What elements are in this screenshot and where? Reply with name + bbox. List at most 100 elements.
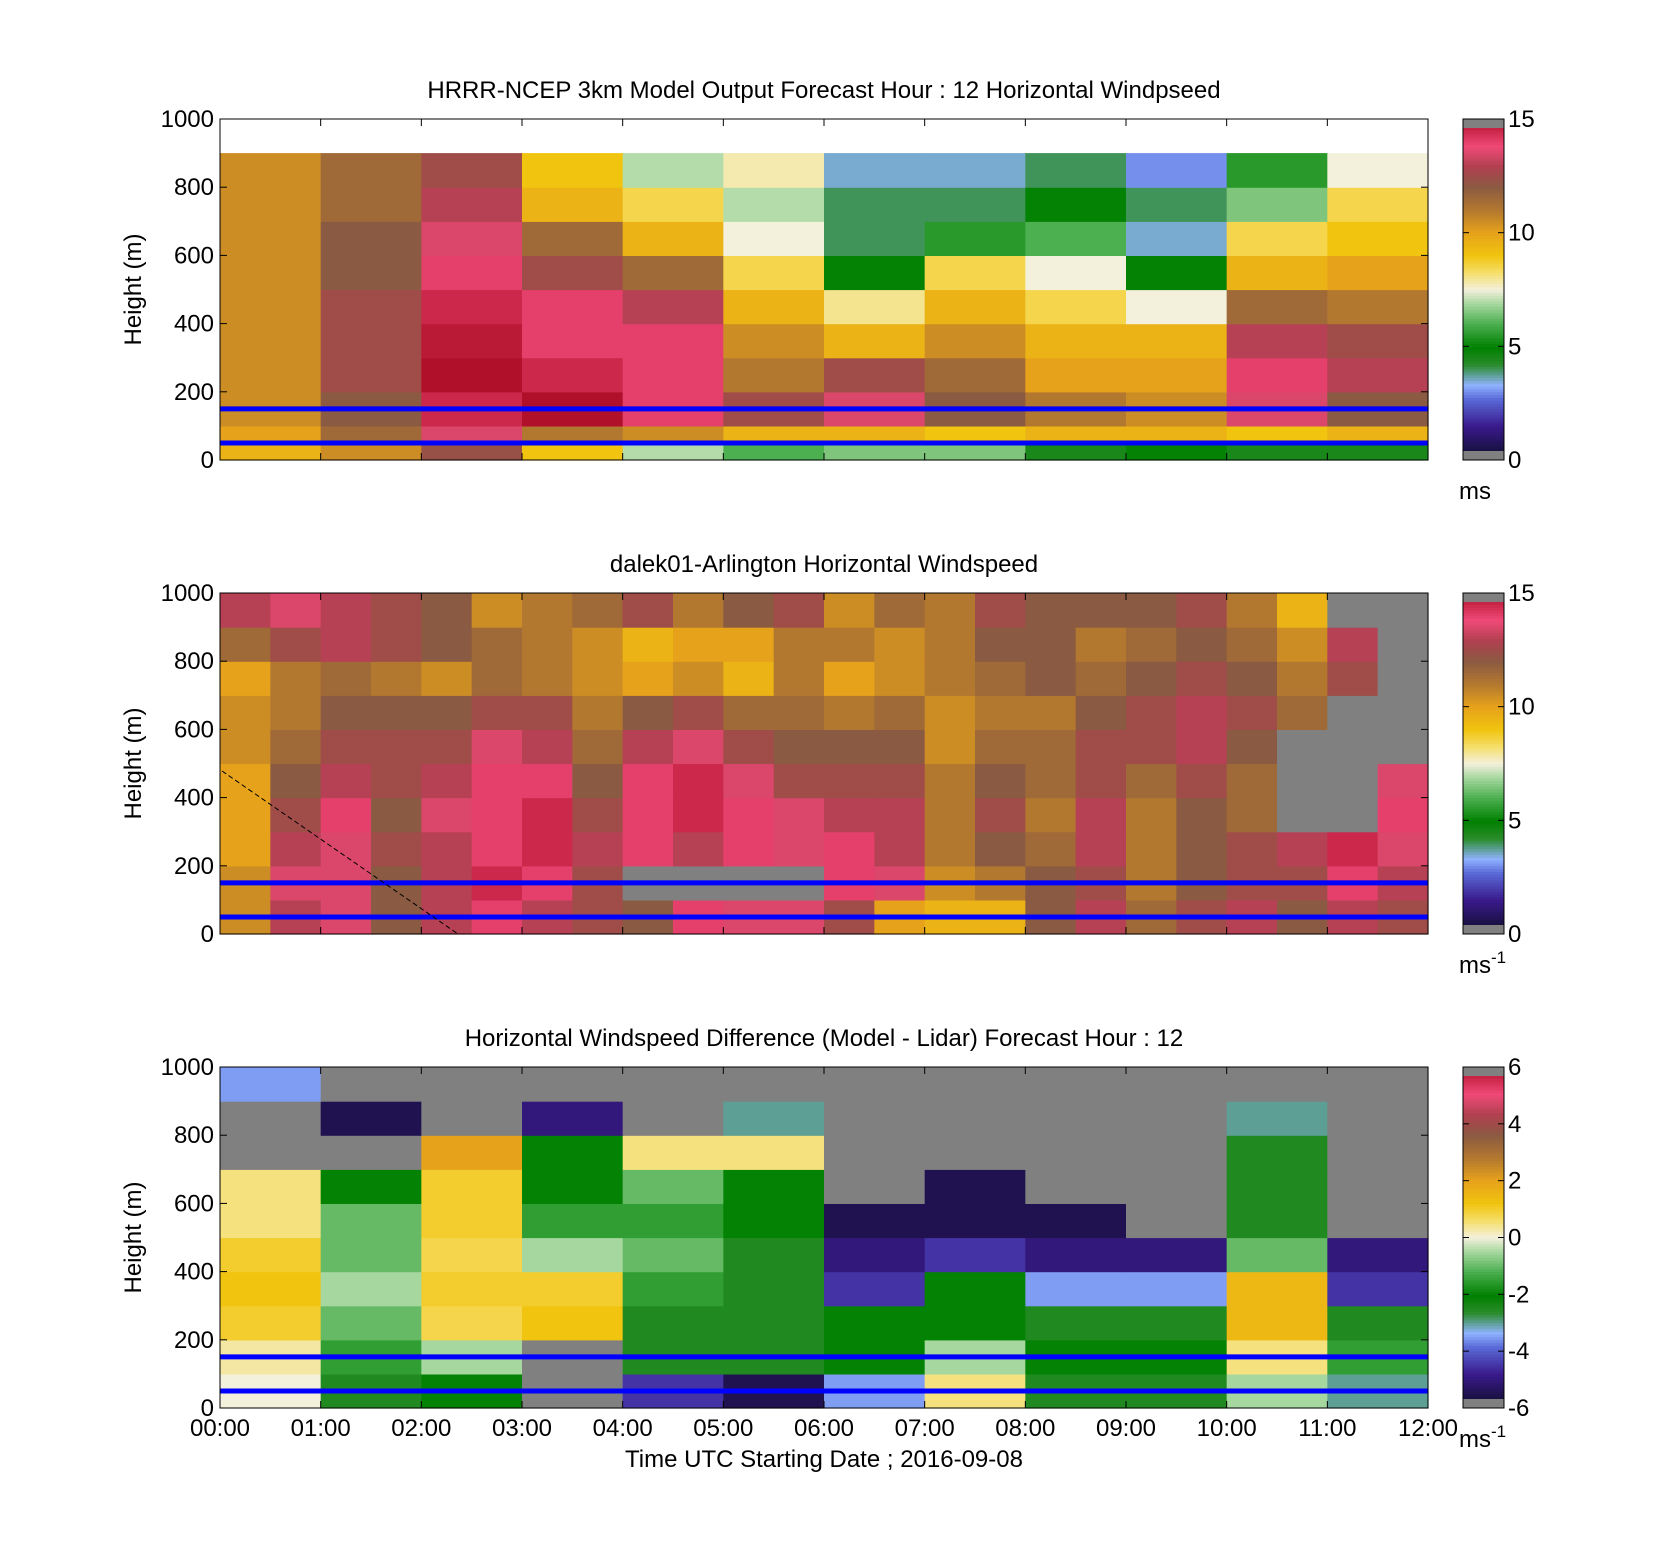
heatmap-cell (1377, 831, 1429, 867)
colorbar-segment (1463, 732, 1504, 736)
heatmap-cell (1277, 763, 1328, 799)
colorbar: -6 -4 -2 0 2 4 6 ms-1 (1459, 1054, 1529, 1453)
heatmap-cell (1025, 1135, 1127, 1170)
heatmap-cell (723, 1067, 825, 1102)
heatmap-cell (1075, 627, 1127, 662)
colorbar-segment (1463, 1254, 1504, 1258)
y-tick-label: 200 (174, 379, 214, 406)
colorbar-segment (1463, 803, 1504, 807)
colorbar-segment (1463, 1194, 1504, 1199)
heatmap-cell (1277, 797, 1328, 833)
heatmap-cell (1126, 1067, 1228, 1102)
colorbar-segment (1463, 1209, 1504, 1213)
colorbar-segment (1463, 161, 1504, 165)
heatmap-cell (471, 729, 523, 765)
heatmap-cells (220, 1067, 1429, 1409)
heatmap-cell (1226, 1169, 1328, 1204)
heatmap-cell (522, 357, 624, 393)
heatmap-cell (1327, 187, 1429, 222)
colorbar-segment (1463, 374, 1504, 379)
heatmap-cell (824, 661, 875, 696)
colorbar-segment (1463, 295, 1504, 299)
colorbar-segment (1463, 737, 1504, 742)
colorbar-segment (1463, 629, 1504, 634)
colorbar-segment (1463, 249, 1504, 254)
heatmap-cell (572, 729, 624, 765)
x-tick-label: 12:00 (1398, 1415, 1458, 1442)
colorbar-segment (1463, 1075, 1504, 1079)
colorbar-segment (1463, 158, 1504, 163)
colorbar-segment (1463, 1129, 1504, 1133)
heatmap-cell (220, 593, 271, 628)
colorbar-segment (1463, 184, 1504, 188)
heatmap-cell (1075, 797, 1127, 833)
colorbar-segment (1463, 740, 1504, 745)
colorbar-segment (1463, 309, 1504, 313)
colorbar-segment (1463, 1078, 1504, 1082)
colorbar-segment (1463, 1246, 1504, 1250)
colorbar-segment (1463, 315, 1504, 319)
colorbar-segment (1463, 1095, 1504, 1099)
heatmap-cell (471, 831, 523, 867)
heatmap-cell (320, 593, 372, 628)
colorbar-segment (1463, 1300, 1504, 1304)
heatmap-cell (824, 763, 875, 799)
heatmap-cell (320, 1203, 422, 1239)
colorbar-tick-label: 4 (1508, 1111, 1521, 1138)
heatmap-cell (522, 695, 573, 730)
colorbar-segment (1463, 187, 1504, 191)
heatmap-cell (1377, 763, 1429, 799)
y-tick-label: 1000 (161, 1054, 214, 1081)
heatmap-cell (421, 1135, 523, 1170)
colorbar-segment (1463, 286, 1504, 290)
heatmap-cell (320, 289, 422, 325)
heatmap-cell (1126, 289, 1228, 325)
heatmap-cell (421, 187, 523, 222)
heatmap-cell (1226, 1237, 1328, 1273)
colorbar-segment (1463, 1223, 1504, 1227)
heatmap-cell (723, 323, 825, 359)
colorbar-segment (1463, 212, 1504, 217)
colorbar-segment (1463, 167, 1504, 171)
heatmap-cell (1025, 1067, 1127, 1102)
colorbar-segment (1463, 423, 1504, 427)
heatmap-cell (1025, 1101, 1127, 1136)
colorbar-segment (1463, 272, 1504, 276)
colorbar-segment (1463, 1115, 1504, 1119)
y-tick-label: 200 (174, 853, 214, 880)
heatmap-cell (723, 442, 825, 461)
y-tick-label: 400 (174, 1259, 214, 1286)
colorbar-segment (1463, 1240, 1504, 1244)
heatmap-cell (975, 831, 1026, 867)
colorbar-segment (1463, 794, 1504, 799)
heatmap-cell (371, 695, 422, 730)
x-tick-label: 03:00 (492, 1415, 552, 1442)
heatmap-cell (522, 763, 573, 799)
colorbar-segment (1463, 300, 1504, 305)
colorbar-segment (1463, 604, 1504, 608)
colorbar-segment (1463, 343, 1504, 347)
x-tick-label: 09:00 (1096, 1415, 1156, 1442)
colorbar-segment (1463, 332, 1504, 336)
colorbar-segment (1463, 1135, 1504, 1139)
colorbar-segment (1463, 371, 1504, 376)
heatmap-cell (723, 593, 775, 628)
heatmap-cell (723, 1271, 825, 1307)
colorbar-segment (1463, 806, 1504, 810)
heatmap-cell (421, 695, 473, 730)
x-tick-label: 07:00 (895, 1415, 955, 1442)
heatmap-cell (622, 221, 724, 256)
colorbar-segment (1463, 808, 1504, 813)
heatmap-cell (824, 1203, 926, 1239)
heatmap-cell (723, 221, 825, 256)
colorbar-cap (1463, 925, 1504, 934)
heatmap-cell (1126, 593, 1177, 628)
heatmap-cell (975, 729, 1026, 765)
colorbar-segment (1463, 1098, 1504, 1102)
colorbar-segment (1463, 190, 1504, 194)
colorbar: 0 5 10 15 ms-1 (1459, 580, 1535, 979)
colorbar-segment (1463, 689, 1504, 693)
heatmap-cell (1075, 593, 1127, 628)
heatmap-cell (471, 661, 523, 696)
colorbar-segment (1463, 400, 1504, 404)
